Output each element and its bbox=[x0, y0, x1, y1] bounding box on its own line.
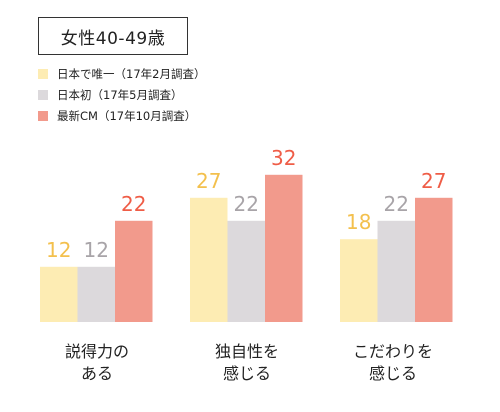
legend-item-series-1: 日本で唯一（17年2月調査） bbox=[38, 64, 205, 83]
category-label-2-line-2: 感じる bbox=[222, 364, 271, 383]
legend-item-series-2: 日本初（17年5月調査） bbox=[38, 85, 205, 104]
category-label-1: 説得力の ある bbox=[27, 341, 167, 385]
value-label-2-series-1: 27 bbox=[196, 169, 221, 193]
value-label-3-series-3: 27 bbox=[421, 169, 446, 193]
value-label-2-series-2: 22 bbox=[234, 192, 259, 216]
value-label-3-series-2: 22 bbox=[384, 192, 409, 216]
bar-1-series-1 bbox=[40, 266, 78, 322]
bar-2-series-2 bbox=[227, 220, 265, 322]
legend-label-series-3: 最新CM（17年10月調査） bbox=[57, 108, 197, 123]
category-label-2-line-1: 独自性を bbox=[214, 342, 279, 361]
category-label-3: こだわりを 感じる bbox=[323, 341, 463, 385]
category-label-3-line-1: こだわりを bbox=[352, 342, 433, 361]
bar-3-series-2 bbox=[377, 220, 415, 322]
value-label-2-series-3: 32 bbox=[271, 146, 296, 170]
category-label-1-line-2: ある bbox=[80, 364, 113, 383]
value-label-1-series-3: 22 bbox=[121, 192, 146, 216]
value-label-1-series-2: 12 bbox=[84, 238, 109, 262]
value-label-3-series-1: 18 bbox=[346, 210, 371, 234]
chart-title: 女性40-49歳 bbox=[38, 17, 188, 55]
legend-label-series-2: 日本初（17年5月調査） bbox=[57, 87, 183, 102]
category-label-2: 独自性を 感じる bbox=[177, 341, 317, 385]
category-label-3-line-2: 感じる bbox=[368, 364, 417, 383]
legend-label-series-1: 日本で唯一（17年2月調査） bbox=[57, 66, 206, 81]
legend-swatch-series-3 bbox=[38, 110, 48, 121]
legend-item-series-3: 最新CM（17年10月調査） bbox=[38, 106, 205, 125]
bar-1-series-3 bbox=[115, 220, 153, 322]
bar-1-series-2 bbox=[77, 266, 115, 322]
bar-3-series-1 bbox=[340, 239, 378, 322]
bar-2-series-3 bbox=[265, 174, 303, 322]
bar-2-series-1 bbox=[190, 197, 228, 322]
legend-swatch-series-2 bbox=[38, 89, 48, 100]
legend-swatch-series-1 bbox=[38, 68, 48, 79]
bar-3-series-3 bbox=[415, 197, 453, 322]
value-label-1-series-1: 12 bbox=[46, 238, 71, 262]
category-label-1-line-1: 説得力の bbox=[64, 342, 129, 361]
legend: 日本で唯一（17年2月調査） 日本初（17年5月調査） 最新CM（17年10月調… bbox=[38, 64, 205, 127]
